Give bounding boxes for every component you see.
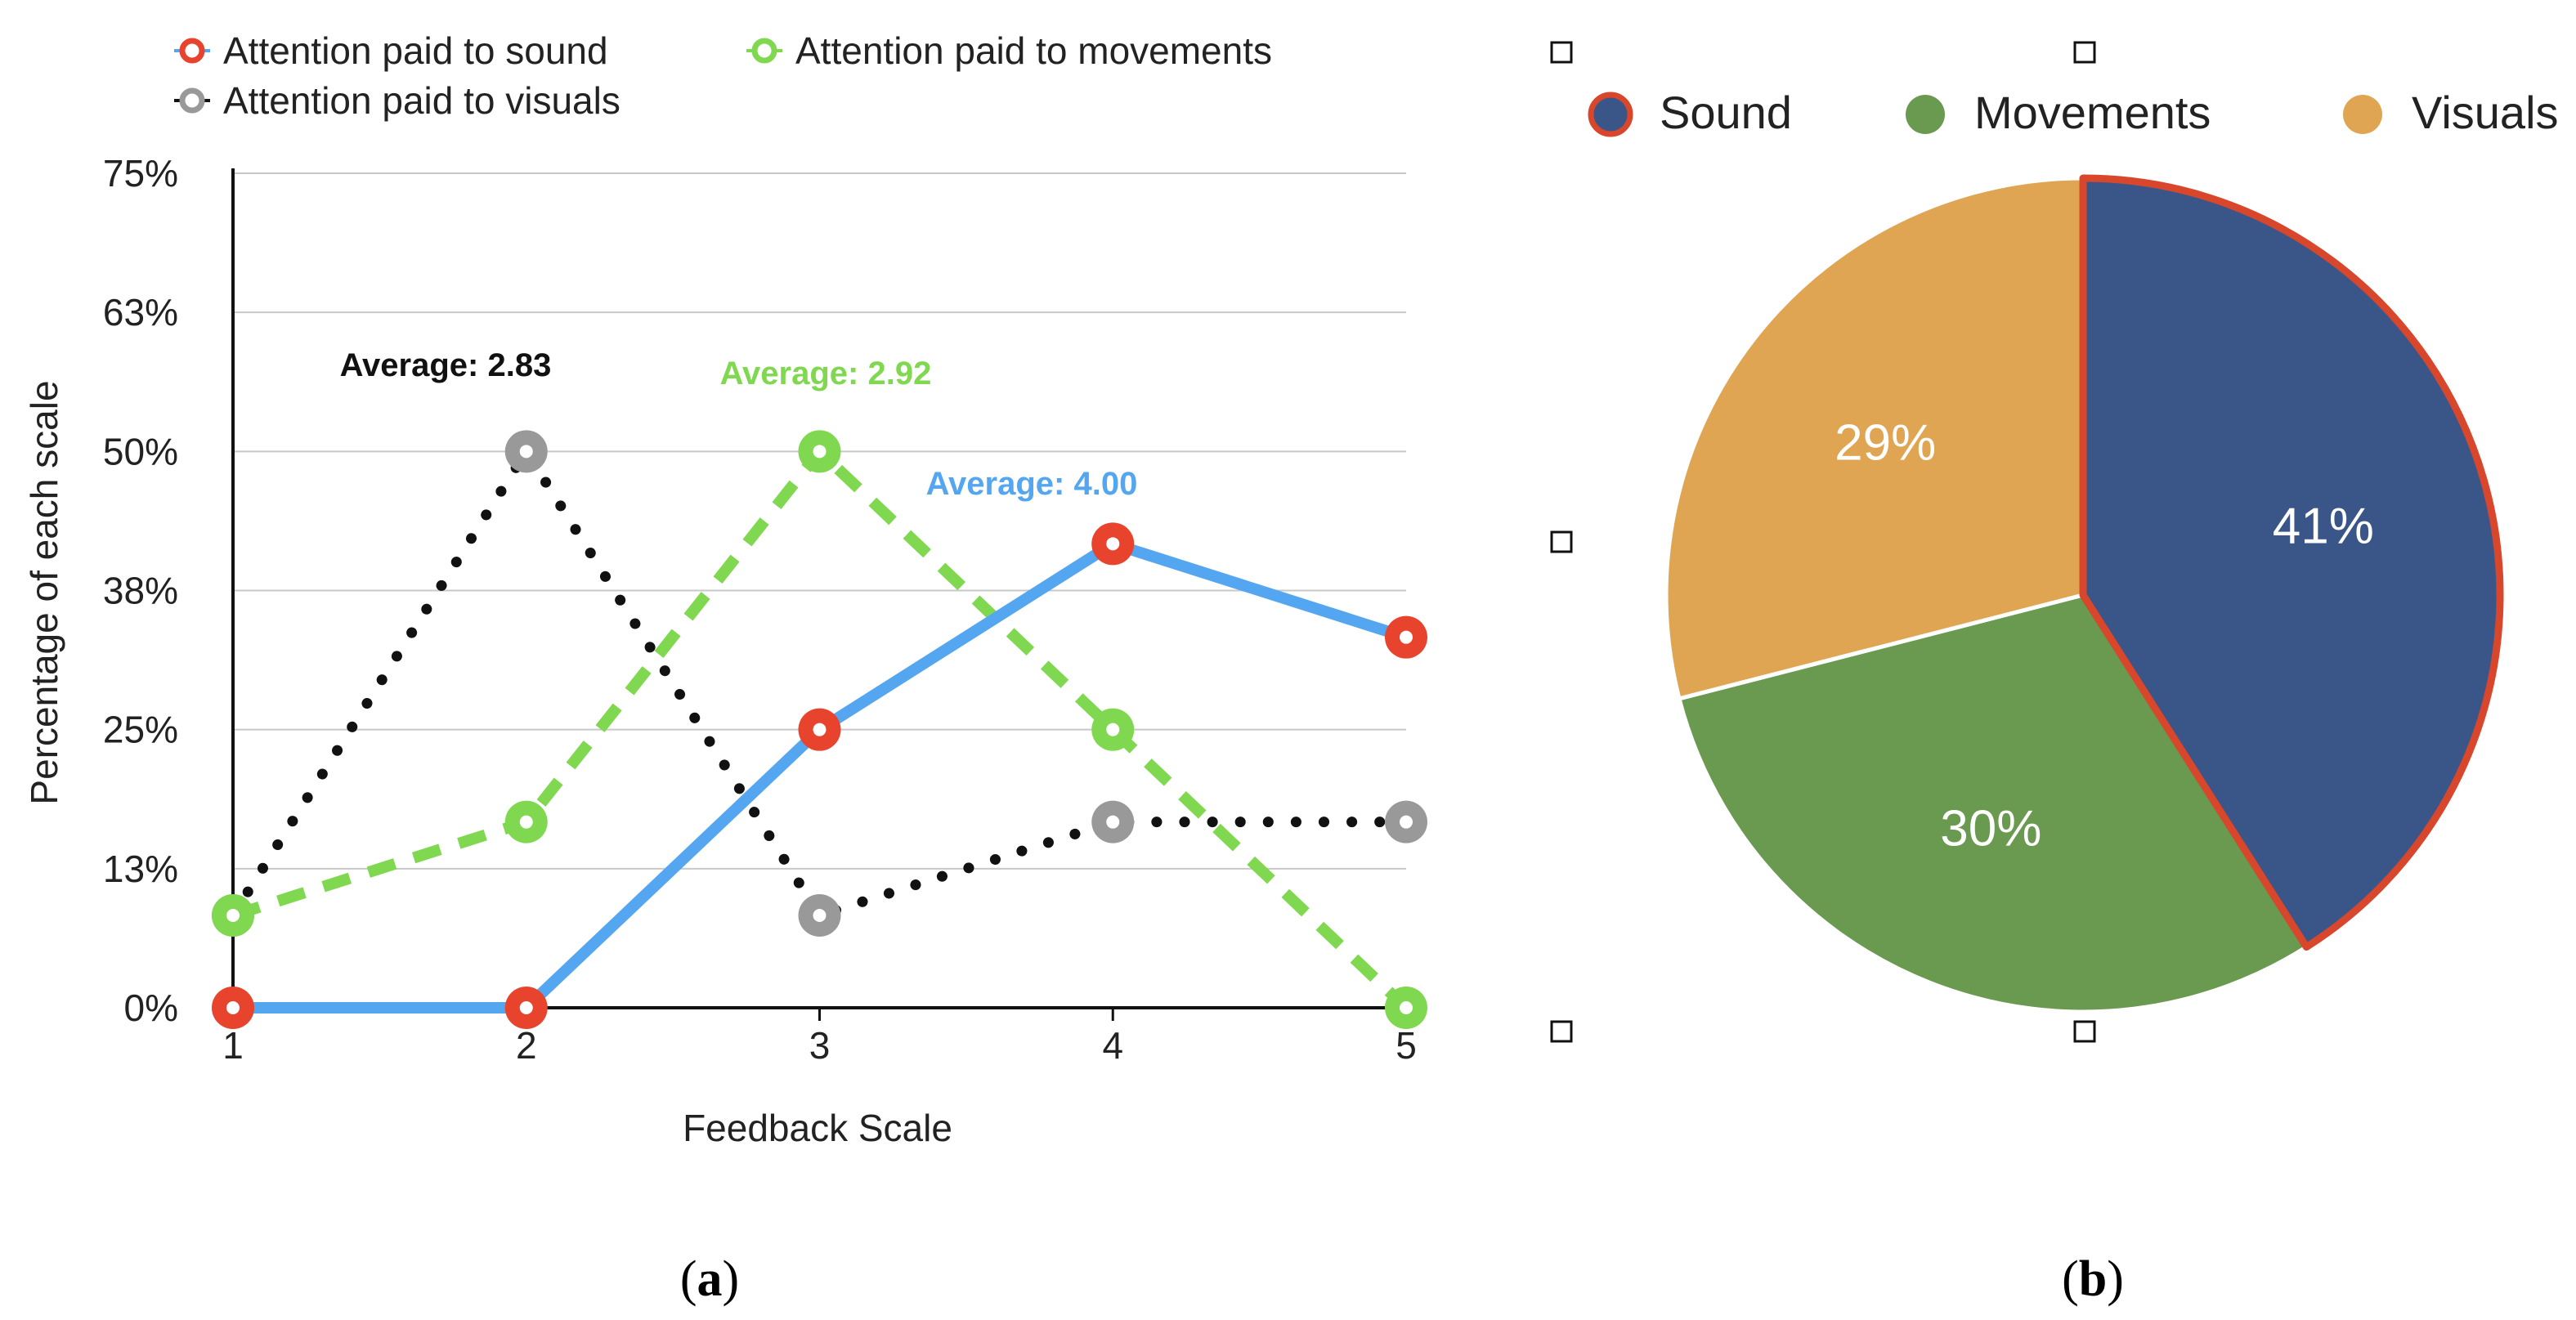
data-point xyxy=(798,708,841,751)
pie-label-visuals: 29% xyxy=(1835,414,1936,471)
x-tick-label: 1 xyxy=(222,1024,244,1067)
marker-hole xyxy=(1106,537,1120,551)
pie-chart: Sound Movements Visuals 41% 30% 29% xyxy=(1550,41,2559,1043)
legend-label: Attention paid to movements xyxy=(795,29,1272,72)
legend-item: Attention paid to movements xyxy=(746,29,1272,72)
data-point xyxy=(1385,800,1427,843)
legend-label: Attention paid to visuals xyxy=(223,79,620,122)
legend-label: Sound xyxy=(1660,87,1792,138)
legend-label: Visuals xyxy=(2412,87,2559,138)
data-point xyxy=(1385,987,1427,1029)
marker-hole xyxy=(1106,815,1120,829)
data-point xyxy=(1091,522,1135,566)
line-chart: 0%13%25%38%50%63%75%1 2 3 4 5 Average: 4.00A… xyxy=(23,29,1427,1149)
data-point xyxy=(1091,708,1135,751)
marker-hole xyxy=(1400,630,1413,644)
legend-marker xyxy=(179,38,205,64)
pie-chart-labels: 41% 30% 29% xyxy=(1835,414,2374,857)
x-tick-label: 5 xyxy=(1396,1024,1417,1067)
x-tick-label: 2 xyxy=(516,1024,537,1067)
marker-hole xyxy=(813,723,827,736)
legend-item-movements: Movements xyxy=(1906,87,2211,138)
legend-item: Attention paid to sound xyxy=(174,29,608,72)
legend-swatch xyxy=(1588,92,1633,137)
legend-label: Movements xyxy=(1974,87,2211,138)
selection-handle xyxy=(1550,41,1573,64)
line-chart-gridlines xyxy=(233,172,1406,870)
pie-label-movements: 30% xyxy=(1940,801,2041,857)
legend-item-sound: Sound xyxy=(1588,87,1792,138)
marker-hole xyxy=(1400,815,1413,829)
x-axis-label: Feedback Scale xyxy=(683,1107,952,1149)
y-tick-label: 63% xyxy=(103,291,178,333)
selection-handle xyxy=(1550,530,1573,553)
marker-hole xyxy=(1106,723,1120,736)
selection-handle xyxy=(2073,1020,2096,1043)
y-axis-label: Percentage of each scale xyxy=(23,380,65,804)
line-chart-annotations: Average: 4.00 Average: 2.92 Average: 2.83 xyxy=(340,347,1138,502)
pie-chart-slices xyxy=(1664,174,2504,1014)
data-point xyxy=(504,800,548,843)
y-tick-label: 0% xyxy=(124,987,178,1029)
selection-handle xyxy=(2073,41,2096,64)
legend-marker xyxy=(751,38,777,64)
legend-label: Attention paid to sound xyxy=(223,29,608,72)
marker-hole xyxy=(519,445,533,459)
legend-swatch xyxy=(1906,95,1945,134)
data-point xyxy=(798,430,841,473)
x-tick-label: 4 xyxy=(1102,1024,1123,1067)
panel-label-a: (a) xyxy=(680,1251,739,1307)
marker-hole xyxy=(1400,1001,1413,1014)
average-annotation: Average: 2.92 xyxy=(720,356,932,392)
data-point xyxy=(212,987,254,1029)
panel-label-b: (b) xyxy=(2062,1251,2124,1307)
selection-handle xyxy=(1550,1020,1573,1043)
marker-hole xyxy=(813,909,827,923)
pie-label-sound: 41% xyxy=(2273,499,2374,555)
pie-slice-movements xyxy=(1677,593,2309,1014)
legend-item-visuals: Visuals xyxy=(2343,87,2559,138)
data-point xyxy=(1091,800,1135,843)
line-chart-markers xyxy=(212,430,1427,1029)
series-line-attention-paid-to-visuals xyxy=(227,445,1412,921)
marker-hole xyxy=(226,909,240,923)
pie-chart-legend: Sound Movements Visuals xyxy=(1588,87,2559,138)
line-chart-tick-labels: 0% 13% 25% 38% 50% 63% 75% 1 2 3 4 5 xyxy=(103,152,1417,1067)
data-point xyxy=(1385,615,1427,659)
legend-item: Attention paid to visuals xyxy=(174,79,620,122)
pie-slice-sound xyxy=(2079,174,2504,951)
data-point xyxy=(504,430,548,473)
data-point xyxy=(504,987,548,1029)
marker-hole xyxy=(226,1001,240,1014)
marker-hole xyxy=(519,815,533,829)
data-point xyxy=(798,894,841,937)
y-tick-label: 75% xyxy=(103,152,178,195)
y-tick-label: 25% xyxy=(103,709,178,751)
data-point xyxy=(212,894,254,937)
marker-hole xyxy=(813,445,827,459)
selection-handles xyxy=(1550,41,2096,1043)
series-line-attention-paid-to-sound xyxy=(233,538,1409,1013)
average-annotation: Average: 2.83 xyxy=(340,347,552,383)
y-tick-label: 13% xyxy=(103,848,178,890)
legend-swatch xyxy=(2343,95,2382,134)
y-tick-label: 50% xyxy=(103,430,178,472)
legend-marker xyxy=(179,87,205,114)
pie-slice-visuals xyxy=(1664,176,2085,701)
line-chart-axes xyxy=(231,168,1408,1021)
y-tick-label: 38% xyxy=(103,570,178,612)
line-chart-legend: Attention paid to sound Attention paid to… xyxy=(174,29,1272,122)
marker-hole xyxy=(519,1001,533,1014)
average-annotation: Average: 4.00 xyxy=(926,466,1138,502)
x-tick-label: 3 xyxy=(809,1024,831,1067)
